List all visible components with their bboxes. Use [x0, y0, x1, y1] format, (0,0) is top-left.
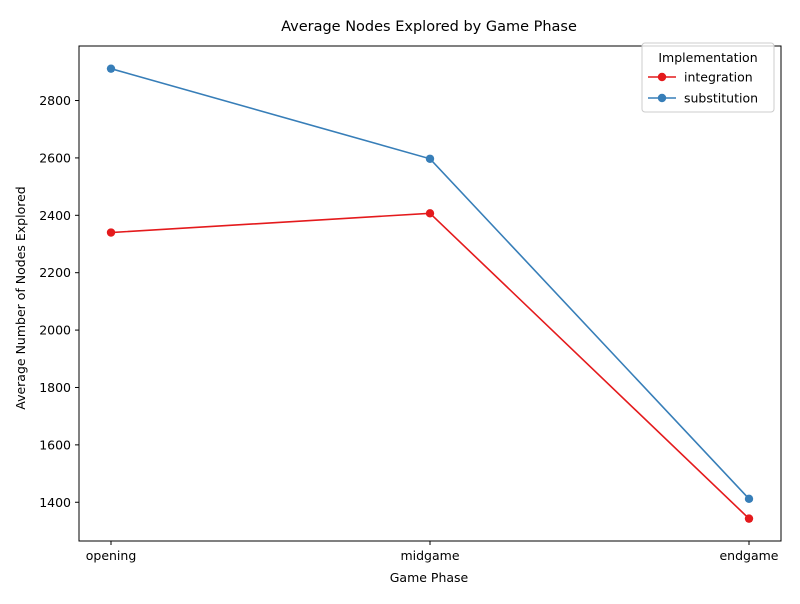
y-tick-label: 2600: [39, 150, 71, 165]
plot-area: 1400 1600 1800 2000 2200 2400 2600 2800 opening m…: [39, 45, 782, 563]
legend-marker-integration: [657, 72, 667, 82]
y-tick-label: 1400: [39, 495, 71, 510]
x-axis-label: Game Phase: [390, 570, 469, 585]
legend-marker-substitution: [657, 93, 667, 103]
chart-title: Average Nodes Explored by Game Phase: [281, 19, 577, 35]
data-point-integration-opening: [106, 228, 116, 237]
legend-title: Implementation: [658, 50, 757, 65]
data-point-integration-endgame: [744, 514, 754, 523]
y-tick-label: 2400: [39, 208, 71, 223]
x-tick-label: opening: [86, 548, 137, 563]
x-tick-label: midgame: [400, 548, 459, 563]
series-layer: [106, 64, 754, 523]
data-point-substitution-opening: [106, 64, 116, 73]
y-tick-label: 1600: [39, 437, 71, 452]
series-line-substitution: [110, 67, 750, 500]
legend-label-integration: integration: [684, 70, 753, 85]
x-tick-label: endgame: [719, 548, 778, 563]
y-tick-label: 1800: [39, 380, 71, 395]
legend-label-substitution: substitution: [684, 91, 758, 106]
data-point-substitution-midgame: [425, 154, 435, 163]
legend-frame: [641, 42, 775, 113]
y-tick-label: 2800: [39, 93, 71, 108]
series-line-integration: [110, 212, 750, 520]
axes-frame: [78, 45, 782, 542]
y-tick-label: 2000: [39, 323, 71, 338]
legend: Implementation integration substitution: [641, 42, 775, 113]
data-point-integration-midgame: [425, 209, 435, 218]
data-point-substitution-endgame: [744, 494, 754, 504]
y-axis-label: Average Number of Nodes Explored: [13, 186, 28, 409]
y-tick-label: 2200: [39, 265, 71, 280]
